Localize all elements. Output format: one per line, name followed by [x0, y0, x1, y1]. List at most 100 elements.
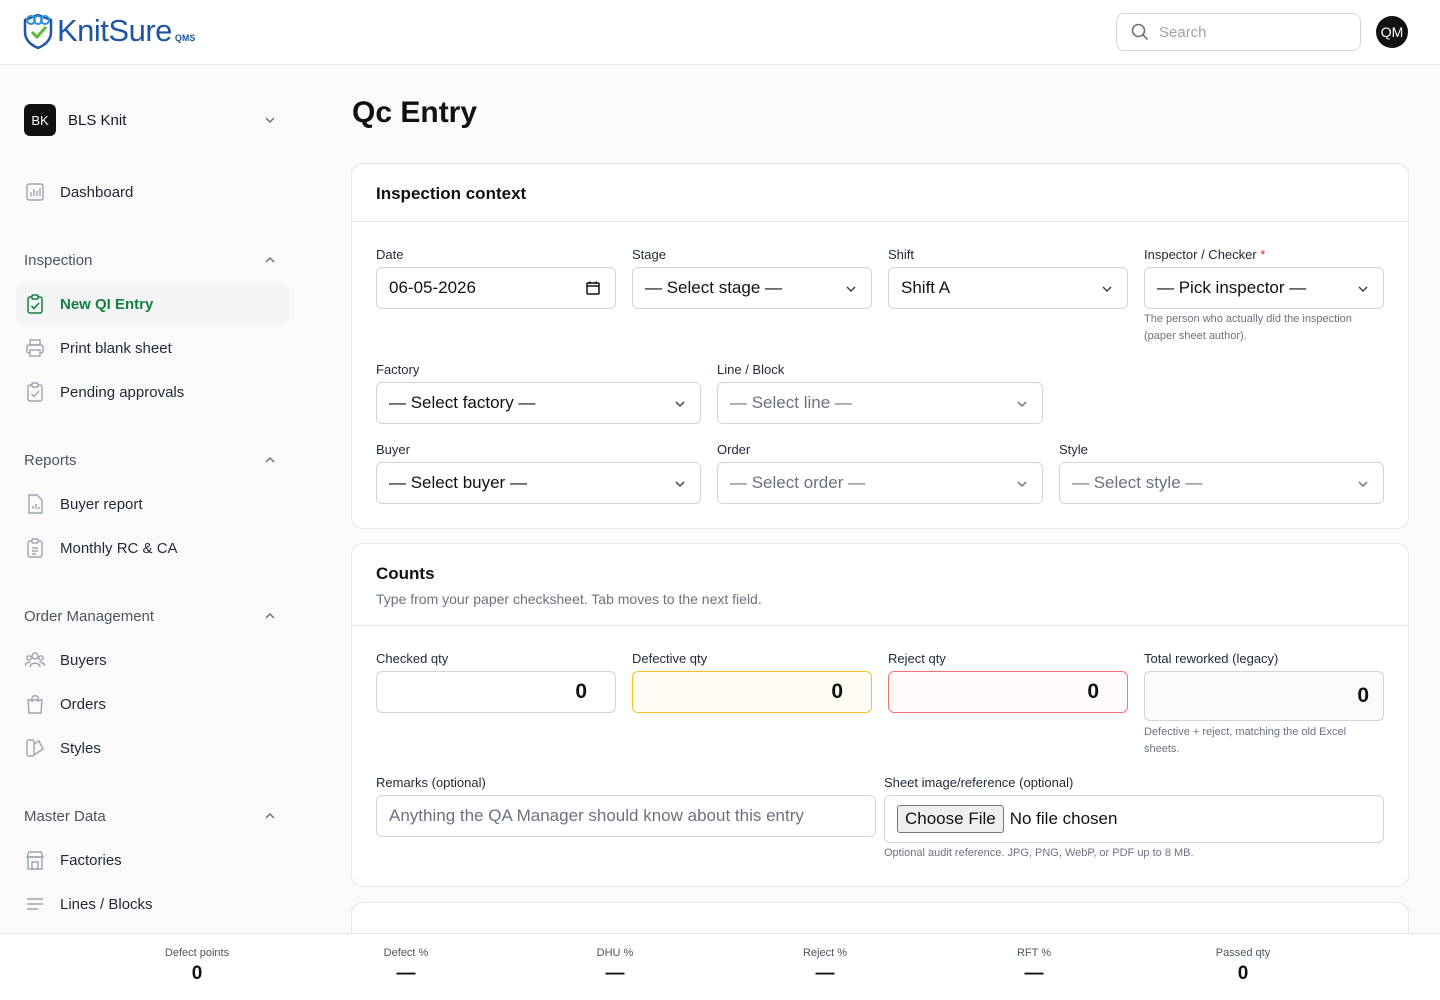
inspector-select[interactable]: — Pick inspector — — [1144, 267, 1384, 309]
line-label: Line / Block — [717, 362, 785, 377]
stage-select[interactable]: — Select stage — — [632, 267, 872, 309]
required-marker: * — [1260, 247, 1266, 262]
stat-label: RFT % — [1016, 947, 1052, 959]
card-header: Counts Type from your paper checksheet. … — [352, 544, 1408, 626]
section-order-management[interactable]: Order Management — [24, 606, 282, 626]
sidebar-item-buyer-report[interactable]: Buyer report — [16, 484, 289, 524]
factory-value: — Select factory — — [389, 393, 536, 412]
chevron-up-icon — [265, 456, 275, 463]
sidebar-item-label: Factories — [60, 851, 122, 869]
buyer-value: — Select buyer — — [389, 473, 527, 492]
sidebar-item-buyers[interactable]: Buyers — [16, 640, 289, 680]
stat-value: — — [1024, 963, 1044, 984]
search-input[interactable]: Search — [1116, 13, 1361, 51]
sidebar-item-factories[interactable]: Factories — [16, 840, 289, 880]
card-subtitle: Type from your paper checksheet. Tab mov… — [376, 591, 762, 607]
section-master-data[interactable]: Master Data — [24, 806, 282, 826]
stat-rft-percent: RFT % — — [964, 947, 1104, 985]
stage-value: — Select stage — — [645, 278, 783, 297]
stat-label: Passed qty — [1215, 947, 1271, 959]
sidebar-item-label: Dashboard — [60, 183, 134, 201]
chevron-down-icon — [1358, 286, 1368, 293]
store-icon — [25, 851, 45, 870]
sidebar-item-label: Lines / Blocks — [60, 895, 153, 913]
section-reports[interactable]: Reports — [24, 450, 282, 470]
page-title: Qc Entry — [352, 96, 478, 129]
brand-sub: QMS — [174, 33, 196, 43]
shift-select[interactable]: Shift A — [888, 267, 1128, 309]
stat-label: Defect points — [164, 947, 230, 959]
bar-chart-icon — [26, 183, 44, 201]
sidebar-item-lines-blocks[interactable]: Lines / Blocks — [16, 884, 289, 924]
reject-qty-input[interactable]: 0 — [888, 671, 1128, 713]
sidebar-item-monthly-rc-ca[interactable]: Monthly RC & CA — [16, 528, 289, 568]
sidebar-item-label: New QI Entry — [60, 295, 154, 313]
counts-card: Counts Type from your paper checksheet. … — [351, 543, 1409, 887]
remarks-label: Remarks (optional) — [376, 775, 486, 790]
line-select[interactable]: — Select line — — [717, 382, 1043, 424]
choose-file-button[interactable]: Choose File — [897, 805, 1004, 833]
user-avatar[interactable]: QM — [1376, 16, 1408, 48]
org-badge: BK — [24, 104, 56, 136]
section-inspection[interactable]: Inspection — [24, 250, 282, 270]
inspector-hint: The person who actually did the inspecti… — [1144, 311, 1384, 345]
chevron-down-icon — [675, 401, 685, 408]
date-input[interactable]: 06-05-2026 — [376, 267, 616, 309]
search-icon — [1131, 23, 1149, 41]
sidebar-item-new-qi-entry[interactable]: New QI Entry — [16, 284, 289, 324]
calendar-icon[interactable] — [585, 280, 601, 296]
file-status: No file chosen — [1009, 809, 1118, 828]
chevron-down-icon — [846, 286, 856, 293]
summary-bar: Defect points 0 Defect % — DHU % — Rejec… — [0, 933, 1440, 1000]
brand-name: KnitSure — [57, 13, 172, 48]
sidebar-item-print-blank-sheet[interactable]: Print blank sheet — [16, 328, 289, 368]
remarks-placeholder: Anything the QA Manager should know abou… — [389, 806, 804, 825]
buyer-label: Buyer — [376, 442, 410, 457]
chevron-down-icon — [675, 481, 685, 488]
sidebar-item-label: Pending approvals — [60, 383, 185, 401]
buyer-select[interactable]: — Select buyer — — [376, 462, 701, 504]
card-header: Inspection context — [352, 164, 1408, 222]
stat-label: Reject % — [802, 947, 848, 959]
reworked-hint-line: Defective + reject, matching the old Exc… — [1144, 726, 1347, 738]
sidebar-item-pending-approvals[interactable]: Pending approvals — [16, 372, 289, 412]
order-label: Order — [717, 442, 751, 457]
total-reworked-label: Total reworked (legacy) — [1144, 651, 1279, 666]
checked-qty-label: Checked qty — [376, 651, 449, 666]
factory-select[interactable]: — Select factory — — [376, 382, 701, 424]
section-title: Inspection — [24, 251, 93, 269]
sidebar-item-dashboard[interactable]: Dashboard — [16, 172, 289, 212]
checked-qty-input[interactable]: 0 — [376, 671, 616, 713]
sidebar-item-styles[interactable]: Styles — [16, 728, 289, 768]
defective-qty-input[interactable]: 0 — [632, 671, 872, 713]
sheet-image-label: Sheet image/reference (optional) — [884, 775, 1074, 790]
sidebar-item-orders[interactable]: Orders — [16, 684, 289, 724]
clipboard-check-icon — [27, 294, 43, 314]
stat-defect-percent: Defect % — — [336, 947, 476, 985]
reworked-hint: Defective + reject, matching the old Exc… — [1144, 724, 1384, 758]
shift-value: Shift A — [901, 278, 951, 297]
sheet-file-input[interactable]: Choose File No file chosen — [884, 795, 1384, 843]
inspector-hint-line: (paper sheet author). — [1144, 330, 1247, 342]
sidebar-item-label: Buyers — [60, 651, 107, 669]
users-icon — [24, 652, 46, 668]
shift-label: Shift — [888, 247, 915, 262]
stat-passed-qty: Passed qty 0 — [1173, 947, 1313, 985]
clipboard-list-icon — [27, 538, 43, 558]
sidebar-item-label: Monthly RC & CA — [60, 539, 178, 557]
stage-label: Stage — [632, 247, 666, 262]
stat-value: 0 — [191, 963, 203, 984]
order-value: — Select order — — [730, 473, 866, 492]
style-select[interactable]: — Select style — — [1059, 462, 1384, 504]
org-switcher[interactable]: BK BLS Knit — [24, 104, 282, 136]
brand-logo[interactable]: KnitSure QMS — [22, 12, 195, 50]
menu-lines-icon — [27, 898, 43, 910]
sheet-hint: Optional audit reference. JPG, PNG, WebP… — [884, 847, 1194, 859]
reject-qty-label: Reject qty — [888, 651, 946, 666]
order-select[interactable]: — Select order — — [717, 462, 1043, 504]
section-title: Order Management — [24, 607, 155, 625]
remarks-input[interactable]: Anything the QA Manager should know abou… — [376, 795, 876, 837]
search-placeholder: Search — [1159, 23, 1207, 41]
clipboard-check-icon — [27, 382, 43, 402]
stat-reject-percent: Reject % — — [755, 947, 895, 985]
